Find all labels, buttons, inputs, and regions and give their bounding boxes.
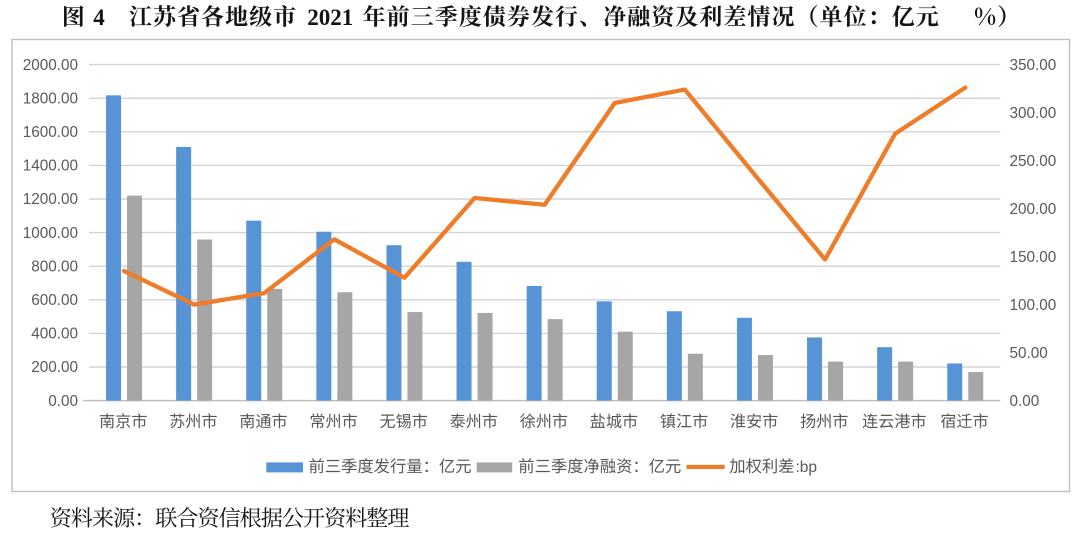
svg-text:100.00: 100.00: [1010, 297, 1057, 314]
svg-text:1600.00: 1600.00: [23, 124, 78, 141]
svg-text:1800.00: 1800.00: [23, 90, 78, 107]
svg-text:800.00: 800.00: [31, 258, 78, 275]
svg-text:300.00: 300.00: [1010, 105, 1057, 122]
svg-text:250.00: 250.00: [1010, 153, 1057, 170]
svg-text:200.00: 200.00: [1010, 201, 1057, 218]
svg-text:2021: 2021: [307, 5, 353, 30]
svg-text:1400.00: 1400.00: [23, 158, 78, 175]
svg-text:350.00: 350.00: [1010, 57, 1057, 74]
svg-text:400.00: 400.00: [31, 326, 78, 343]
svg-text:200.00: 200.00: [31, 359, 78, 376]
svg-text:150.00: 150.00: [1010, 249, 1057, 266]
svg-text::bp: :bp: [796, 459, 818, 476]
svg-text:4: 4: [93, 5, 105, 30]
svg-text:1000.00: 1000.00: [23, 225, 78, 242]
svg-text:1200.00: 1200.00: [23, 191, 78, 208]
svg-text:0.00: 0.00: [48, 393, 78, 410]
svg-text:600.00: 600.00: [31, 292, 78, 309]
svg-text:50.00: 50.00: [1010, 345, 1048, 362]
svg-text:2000.00: 2000.00: [23, 57, 78, 74]
svg-text:0.00: 0.00: [1010, 393, 1040, 410]
